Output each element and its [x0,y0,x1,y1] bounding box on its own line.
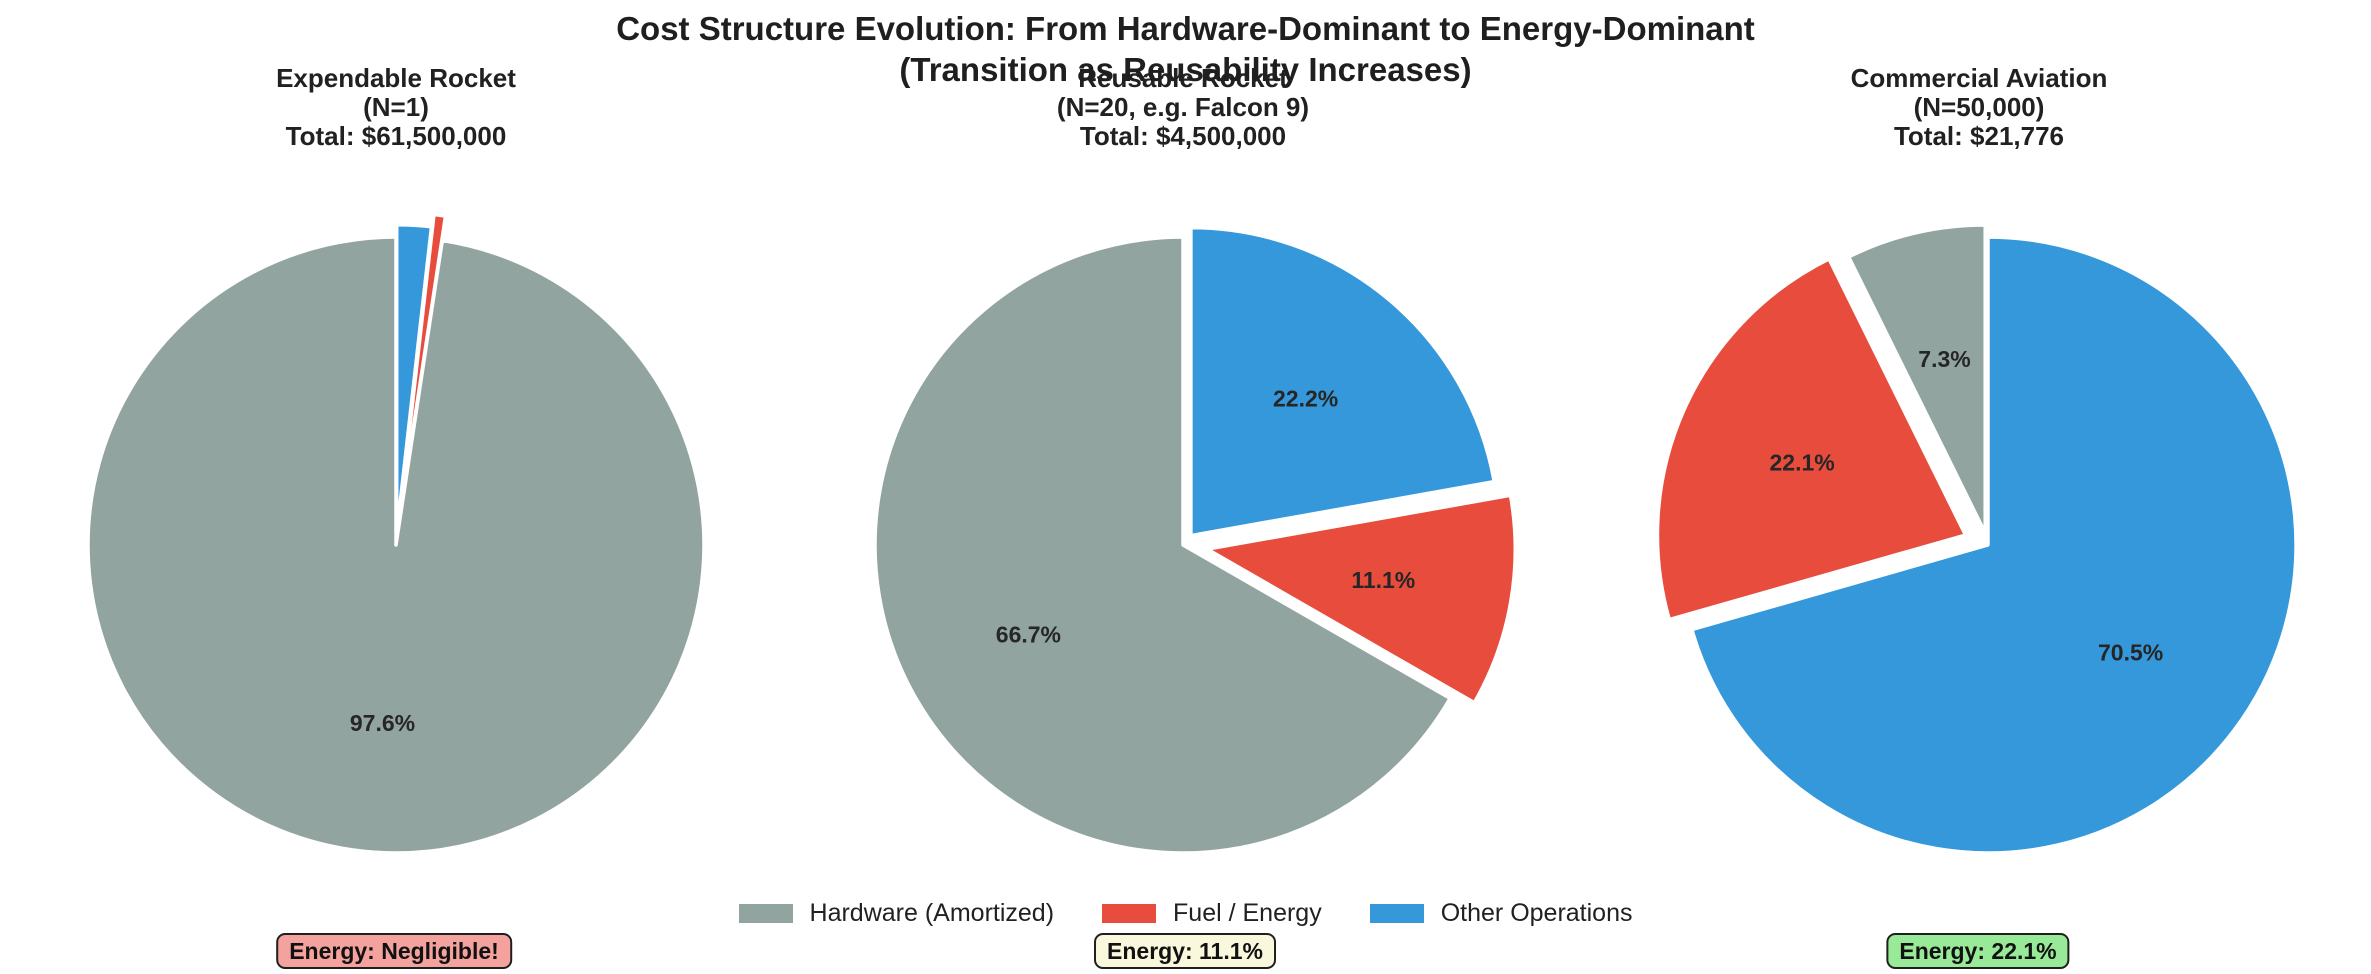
legend-swatch [1102,904,1157,923]
pie-slice-other-operations [394,222,434,535]
legend: Hardware (Amortized) Fuel / Energy Other… [0,899,2371,928]
chart-title-name: Commercial Aviation [1850,63,2108,93]
pie-percentage-label: 22.1% [1769,450,1834,476]
pie-slice-hardware-amortized [873,235,1452,855]
figure-title: Cost Structure Evolution: From Hardware-… [0,8,2371,90]
pie-percentage-label: 11.1% [1351,567,1415,593]
pie-slice-other-operations [1189,225,1496,538]
legend-label: Other Operations [1440,899,1633,927]
energy-annotation: Energy: Negligible! [276,933,512,969]
pie-slice-fuel-energy [1655,257,1968,622]
legend-label: Hardware (Amortized) [809,899,1055,927]
legend-item-hardware: Hardware (Amortized) [738,899,1055,928]
legend-item-fuel-energy: Fuel / Energy [1102,899,1322,928]
chart-title-expendable-rocket: Expendable Rocket (N=1) Total: $61,500,0… [76,64,716,151]
chart-title-name: Reusable Rocket [1078,63,1288,93]
pie-slice-fuel-energy [397,212,448,523]
pie-slice-other-operations [1690,235,2298,855]
pie-percentage-label: 66.7% [996,622,1061,648]
energy-annotation: Energy: 11.1% [1094,933,1276,969]
pie-slice-hardware-amortized [86,235,706,855]
figure-title-line1: Cost Structure Evolution: From Hardware-… [616,10,1755,47]
pie-percentage-label: 97.6% [350,710,415,736]
legend-item-other-operations: Other Operations [1369,899,1633,928]
pie-slice-hardware-amortized [1846,223,1987,535]
chart-title-n: (N=1) [363,92,429,122]
chart-title-n: (N=50,000) [1913,92,2045,122]
figure-title-line2: (Transition as Reusability Increases) [899,51,1472,88]
chart-title-reusable-rocket: Reusable Rocket (N=20, e.g. Falcon 9) To… [863,64,1503,151]
chart-title-total: Total: $21,776 [1893,121,2065,151]
chart-title-total: Total: $61,500,000 [285,121,507,151]
legend-swatch [1369,904,1424,923]
pie-percentage-label: 7.3% [1918,346,1970,372]
chart-title-commercial-aviation: Commercial Aviation (N=50,000) Total: $2… [1659,64,2299,151]
pie-percentage-label: 70.5% [2098,640,2163,666]
legend-swatch [738,904,793,923]
legend-label: Fuel / Energy [1173,899,1322,927]
pie-percentage-label: 22.2% [1273,386,1338,412]
pie-slice-fuel-energy [1205,493,1517,705]
chart-title-total: Total: $4,500,000 [1079,121,1287,151]
chart-title-n: (N=20, e.g. Falcon 9) [1056,92,1310,122]
chart-title-name: Expendable Rocket [276,63,516,93]
energy-annotation: Energy: 22.1% [1886,933,2070,969]
